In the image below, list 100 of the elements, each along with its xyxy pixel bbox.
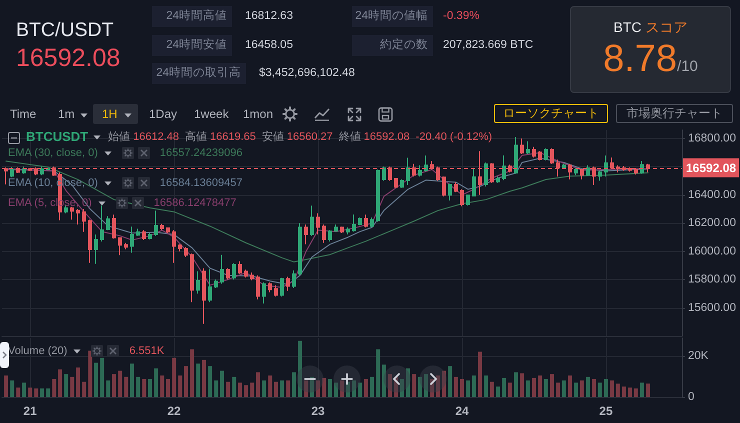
bar: [208, 366, 212, 397]
bar: [610, 380, 614, 397]
bar: [136, 376, 140, 397]
bar: [472, 375, 476, 397]
x-tick-label: 24: [455, 404, 469, 418]
bar: [496, 386, 500, 397]
bar: [598, 382, 602, 397]
bar: [580, 380, 584, 397]
bar: [448, 366, 452, 397]
bar: [190, 349, 194, 397]
bar: [490, 382, 494, 397]
bar: [532, 378, 536, 397]
bar: [400, 378, 404, 397]
bar: [16, 388, 20, 397]
bar: [292, 372, 296, 397]
bar: [568, 375, 572, 397]
bar: [280, 380, 284, 397]
bar: [148, 378, 152, 397]
bar: [10, 380, 14, 397]
bar: [574, 382, 578, 397]
bar: [82, 382, 86, 397]
bar: [196, 364, 200, 397]
bar: [244, 385, 248, 397]
bar: [550, 374, 554, 397]
bar: [412, 374, 416, 397]
bar: [562, 380, 566, 397]
y-tick-label: 0: [688, 391, 694, 403]
bar: [502, 378, 506, 397]
bar: [178, 375, 182, 397]
bar: [232, 376, 236, 397]
bar: [454, 376, 458, 397]
bar: [58, 369, 62, 397]
bar: [262, 380, 266, 397]
bar: [298, 340, 302, 397]
bar: [352, 380, 356, 397]
bar: [460, 378, 464, 397]
bar: [622, 386, 626, 397]
bar: [520, 373, 524, 397]
bar: [646, 384, 650, 397]
bar: [142, 378, 146, 397]
bar: [118, 370, 122, 397]
bar: [274, 382, 278, 397]
bar: [340, 380, 344, 397]
bar: [52, 378, 56, 397]
bar: [586, 376, 590, 397]
bar: [514, 372, 518, 397]
bar: [268, 375, 272, 397]
bar: [316, 380, 320, 397]
bar: [4, 375, 8, 397]
bar: [304, 380, 308, 397]
x-tick-label: 21: [23, 404, 38, 418]
bar: [172, 358, 176, 397]
bar: [334, 382, 338, 397]
bar: [130, 364, 134, 397]
x-tick-label: 23: [311, 404, 326, 418]
bar: [46, 388, 50, 397]
bar: [364, 378, 368, 397]
bar: [160, 375, 164, 397]
bar: [70, 376, 74, 397]
bar: [358, 382, 362, 397]
series-label: Volume (20): [8, 344, 68, 358]
x-tick-label: 22: [167, 404, 182, 418]
bar: [388, 374, 392, 397]
bar: [112, 374, 116, 397]
x-tick-label: 25: [599, 404, 613, 418]
bar: [478, 352, 482, 397]
bar: [592, 378, 596, 397]
bar: [322, 378, 326, 397]
bar: [94, 362, 98, 397]
bar: [436, 375, 440, 397]
bar: [556, 382, 560, 397]
y-tick-label: 20K: [688, 350, 709, 362]
bar: [538, 375, 542, 397]
bar: [166, 378, 170, 397]
bar: [88, 350, 92, 397]
bar: [310, 376, 314, 397]
bar: [328, 378, 332, 397]
bar: [154, 368, 158, 397]
bar: [526, 380, 530, 397]
bar: [406, 368, 410, 397]
annotation: 6.551K: [129, 344, 164, 358]
bar: [466, 380, 470, 397]
bar: [220, 370, 224, 397]
bar: [214, 380, 218, 397]
bar: [604, 378, 608, 397]
bar: [202, 360, 206, 397]
bar: [640, 382, 644, 397]
bar: [76, 368, 80, 397]
bar: [226, 382, 230, 397]
bar: [106, 380, 110, 397]
bar: [34, 388, 38, 397]
bar: [424, 374, 428, 397]
bar: [544, 378, 548, 397]
bar: [370, 376, 374, 397]
bar: [40, 388, 44, 397]
bar: [238, 382, 242, 397]
bar: [346, 382, 350, 397]
bar: [508, 382, 512, 397]
bar: [382, 364, 386, 397]
bar: [64, 374, 68, 397]
